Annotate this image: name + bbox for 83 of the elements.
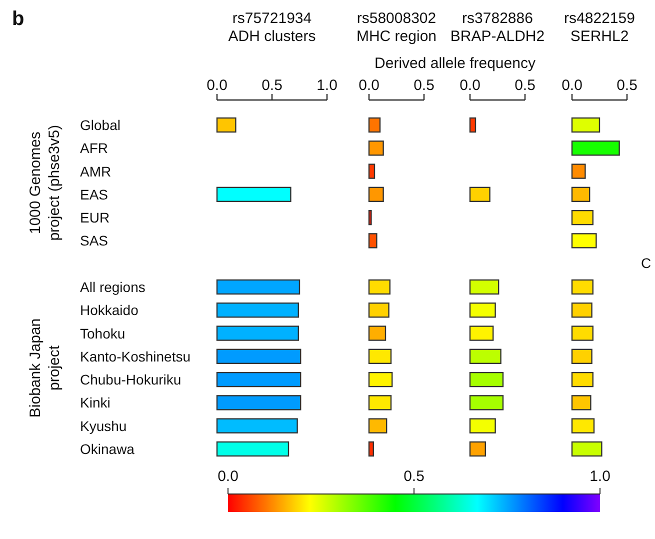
bar: [469, 279, 500, 295]
bar: [469, 348, 502, 364]
bar: [368, 210, 372, 226]
bar: [469, 395, 504, 410]
y-tick-label: Global: [80, 117, 120, 133]
chart-title: rs58008302 MHC region: [356, 10, 437, 45]
x-axis-title: Derived allele frequency: [374, 55, 536, 72]
chart-title: rs3782886 BRAP-ALDH2: [450, 10, 545, 45]
bar: [216, 418, 298, 434]
bar: [216, 302, 299, 318]
bar: [216, 326, 299, 341]
y-tick-label: Chubu-Hokuriku: [80, 372, 182, 388]
bar: [368, 441, 374, 457]
bar: [216, 186, 292, 202]
bar: [571, 372, 594, 388]
chart-title: rs4822159 SERHL2: [564, 10, 635, 45]
text: 1000 Genomes project (phse3v5): [27, 124, 63, 241]
bar: [571, 302, 592, 318]
bar: [571, 186, 590, 202]
x-tick-label: 0.0: [562, 77, 582, 94]
color-bar-label: 1.0: [590, 468, 610, 485]
y-tick-label: Kanto-Koshinetsu: [80, 348, 191, 364]
bar: [571, 348, 592, 364]
bar: [571, 117, 600, 133]
bar: [216, 441, 290, 457]
x-tick-label: 1.0: [316, 77, 338, 94]
y-tick-label: Hokkaido: [80, 302, 139, 318]
bar: [469, 372, 504, 388]
bar: [469, 326, 494, 341]
bar: [368, 140, 384, 156]
bar: [469, 418, 496, 434]
bar: [216, 279, 300, 295]
bar: [368, 117, 381, 133]
x-tick-label: 0.0: [358, 77, 380, 94]
bar: [368, 233, 378, 248]
text: b: [12, 8, 24, 30]
y-tick-label: Tohoku: [80, 325, 126, 342]
bar: [216, 348, 302, 364]
bar: [368, 302, 390, 318]
bar: [368, 186, 384, 202]
bar: [216, 395, 302, 410]
x-tick-label: 0.0: [206, 77, 228, 94]
bar: [571, 233, 597, 248]
bar: [571, 441, 602, 457]
bar: [571, 418, 595, 434]
chart-title: rs75721934 ADH clusters: [228, 10, 316, 45]
bar: [368, 326, 386, 341]
x-tick-label: 0.5: [616, 77, 638, 94]
bar: [368, 418, 388, 434]
bar: [469, 117, 476, 133]
text: C: [641, 255, 652, 271]
bar: [571, 140, 620, 156]
y-tick-label: Kinki: [80, 394, 110, 411]
color-bar-label: 0.5: [404, 468, 424, 485]
bar: [368, 164, 376, 179]
bar: [216, 372, 302, 388]
x-tick-label: 0.5: [414, 77, 434, 94]
bar: [571, 164, 586, 179]
bar: [368, 279, 390, 295]
x-tick-label: 0.5: [262, 77, 282, 94]
y-tick-label: SAS: [80, 232, 108, 249]
bar: [469, 186, 490, 202]
bar: [216, 117, 236, 133]
y-tick-label: Kyushu: [80, 418, 127, 434]
y-tick-label: AFR: [80, 140, 108, 156]
y-tick-label: Okinawa: [80, 440, 135, 457]
bar: [571, 279, 594, 295]
x-tick-label: 0.5: [514, 77, 536, 94]
y-tick-label: EAS: [80, 186, 108, 202]
bar: [368, 348, 392, 364]
color-bar-label: 0.0: [218, 468, 238, 485]
bar: [368, 372, 393, 388]
text: Biobank Japan project: [27, 318, 63, 418]
x-tick-label: 0.0: [460, 77, 480, 94]
bar: [571, 326, 594, 341]
y-tick-label: EUR: [80, 210, 110, 226]
bar: [571, 395, 592, 410]
bar: [469, 302, 496, 318]
y-tick-label: AMR: [80, 163, 112, 180]
y-tick-label: All regions: [80, 278, 146, 295]
bar: [368, 395, 392, 410]
bar: [469, 441, 486, 457]
bar: [571, 210, 594, 226]
